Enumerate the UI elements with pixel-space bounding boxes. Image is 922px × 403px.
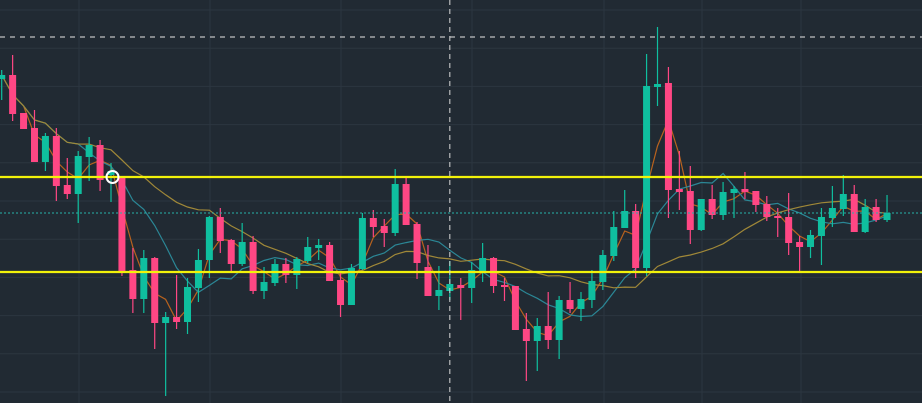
candle-body-down xyxy=(337,280,345,305)
candle-body-down xyxy=(785,217,793,243)
candle-body-up xyxy=(555,300,563,340)
candle-body-up xyxy=(479,258,487,271)
candle-body-up xyxy=(304,247,312,261)
candle-body-down xyxy=(173,317,181,322)
candle-body-up xyxy=(446,284,454,291)
candle-body-down xyxy=(326,245,334,281)
horizontal-levels[interactable] xyxy=(0,36,922,274)
candle-body-down xyxy=(63,185,71,194)
candle-body-down xyxy=(369,218,377,227)
candle-body-up xyxy=(861,207,869,232)
candle-body-up xyxy=(533,326,541,341)
candle-body-down xyxy=(118,178,126,272)
candle-body-up xyxy=(293,259,301,275)
candle-body-down xyxy=(380,226,388,233)
candle-body-down xyxy=(850,194,858,232)
moving-average-line xyxy=(1,74,888,318)
candle-body-down xyxy=(52,136,60,186)
candle-body-down xyxy=(566,300,574,309)
moving-average-line xyxy=(1,74,888,289)
candle-body-up xyxy=(162,317,170,323)
candle-body-up xyxy=(140,258,148,299)
candle-body-down xyxy=(774,216,782,218)
candle-body-down xyxy=(741,189,749,192)
candle-body-up xyxy=(807,235,815,247)
candle-body-up xyxy=(0,75,6,79)
candle-body-up xyxy=(883,213,891,220)
candle-body-down xyxy=(402,184,410,225)
candle-body-up xyxy=(358,218,366,269)
candle-body-down xyxy=(511,286,519,330)
candle-body-up xyxy=(719,192,727,215)
candle-body-down xyxy=(522,329,530,341)
candle-body-down xyxy=(708,199,716,215)
candle-body-down xyxy=(752,191,760,205)
candle-body-down xyxy=(500,285,508,287)
candle-body-down xyxy=(457,285,465,288)
candle-body-up xyxy=(260,282,268,291)
moving-averages xyxy=(1,74,888,337)
candle-body-up xyxy=(839,194,847,209)
candle-body-up xyxy=(468,270,476,288)
candle-body-up xyxy=(184,287,192,322)
candle-body-up xyxy=(588,281,596,300)
candle-body-up xyxy=(435,290,443,296)
candle-body-down xyxy=(763,204,771,217)
anchor-point-handle[interactable] xyxy=(105,170,120,184)
candle-body-down xyxy=(664,83,672,190)
candle-body-down xyxy=(129,270,137,299)
moving-average-line xyxy=(1,74,888,337)
candle-body-down xyxy=(282,264,290,275)
overlay xyxy=(105,0,451,403)
candle-body-up xyxy=(205,217,213,260)
candle-body-up xyxy=(194,260,202,288)
candle-body-up xyxy=(730,189,738,193)
candle-body-up xyxy=(238,242,246,264)
candle-body-up xyxy=(74,156,82,194)
candle-body-up xyxy=(315,245,323,248)
candle-body-up xyxy=(271,264,279,283)
candle-body-down xyxy=(151,258,159,323)
candle-body-down xyxy=(686,191,694,230)
candle-body-up xyxy=(599,255,607,282)
candle-body-down xyxy=(20,113,28,129)
candle-body-down xyxy=(796,242,804,247)
candle-body-down xyxy=(96,145,104,180)
candle-body-up xyxy=(107,171,115,175)
candle-body-down xyxy=(424,267,432,296)
candle-body-down xyxy=(413,224,421,263)
candle-body-down xyxy=(544,326,552,340)
candle-body-up xyxy=(41,136,49,162)
candle-body-up xyxy=(697,199,705,230)
candle-body-up xyxy=(577,299,585,309)
candle-body-down xyxy=(9,75,17,114)
candle-body-up xyxy=(391,184,399,233)
candle-body-up xyxy=(817,217,825,236)
candle-body-down xyxy=(216,217,224,241)
candle-body-down xyxy=(249,242,257,291)
candle-body-down xyxy=(227,240,235,264)
candle-body-down xyxy=(632,211,640,268)
candles xyxy=(0,27,891,396)
candle-body-up xyxy=(621,211,629,228)
candle-body-up xyxy=(85,145,93,157)
candle-body-down xyxy=(30,128,38,162)
candle-body-up xyxy=(610,227,618,256)
candle-body-up xyxy=(654,84,661,87)
candle-body-up xyxy=(347,268,355,305)
candle-body-down xyxy=(675,189,683,192)
